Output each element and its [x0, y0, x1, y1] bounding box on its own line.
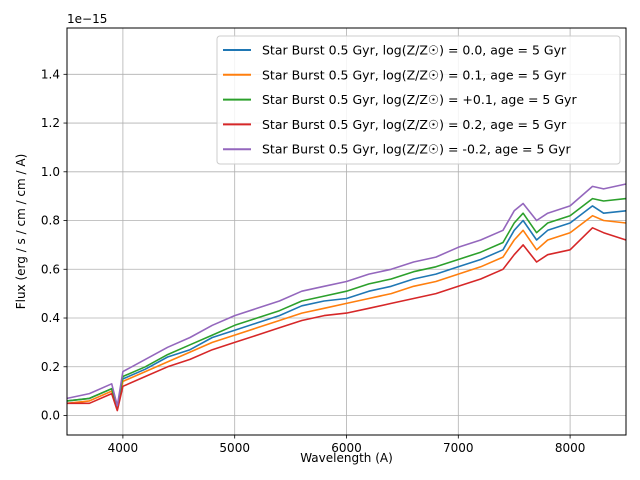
- legend-box: [216, 35, 621, 165]
- x-axis-label: Wavelength (A): [300, 451, 393, 465]
- x-tick-label: 6000: [331, 441, 362, 455]
- x-tick-label: 4000: [108, 441, 139, 455]
- series-layer: [66, 183, 627, 412]
- series-line-4: [66, 183, 627, 407]
- legend-label: Star Burst 0.5 Gyr, log(Z/Z☉) = +0.1, ag…: [262, 92, 577, 107]
- legend-label: Star Burst 0.5 Gyr, log(Z/Z☉) = 0.1, age…: [262, 67, 567, 82]
- y-tick-label: 1.4: [41, 67, 60, 81]
- series-line-0: [66, 205, 627, 410]
- y-tick-label: 0.0: [41, 409, 60, 423]
- x-axis: 4000 5000 6000 7000 8000: [108, 435, 586, 455]
- series-line-1: [66, 214, 627, 410]
- y-tick-label: 0.2: [41, 360, 60, 374]
- y-axis: 0.0 0.2 0.4 0.6 0.8 1.0 1.2 1.4: [41, 67, 67, 423]
- series-line-2: [66, 197, 627, 410]
- y-tick-label: 0.6: [41, 262, 60, 276]
- y-tick-label: 0.8: [41, 214, 60, 228]
- y-axis-label: Flux (erg / s / cm / cm / A): [14, 154, 28, 310]
- legend-label: Star Burst 0.5 Gyr, log(Z/Z☉) = 0.0, age…: [262, 43, 567, 58]
- x-tick-label: 5000: [219, 441, 250, 455]
- y-tick-label: 1.0: [41, 165, 60, 179]
- y-tick-label: 1.2: [41, 116, 60, 130]
- series-line-3: [67, 227, 627, 412]
- legend: Star Burst 0.5 Gyr, log(Z/Z☉) = 0.0, age…: [216, 35, 621, 165]
- x-tick-label: 8000: [555, 441, 586, 455]
- legend-label: Star Burst 0.5 Gyr, log(Z/Z☉) = -0.2, ag…: [262, 142, 571, 157]
- x-tick-label: 7000: [443, 441, 474, 455]
- offset-text: 1e−15: [67, 12, 107, 26]
- legend-label: Star Burst 0.5 Gyr, log(Z/Z☉) = 0.2, age…: [262, 117, 567, 132]
- y-tick-label: 0.4: [41, 311, 60, 325]
